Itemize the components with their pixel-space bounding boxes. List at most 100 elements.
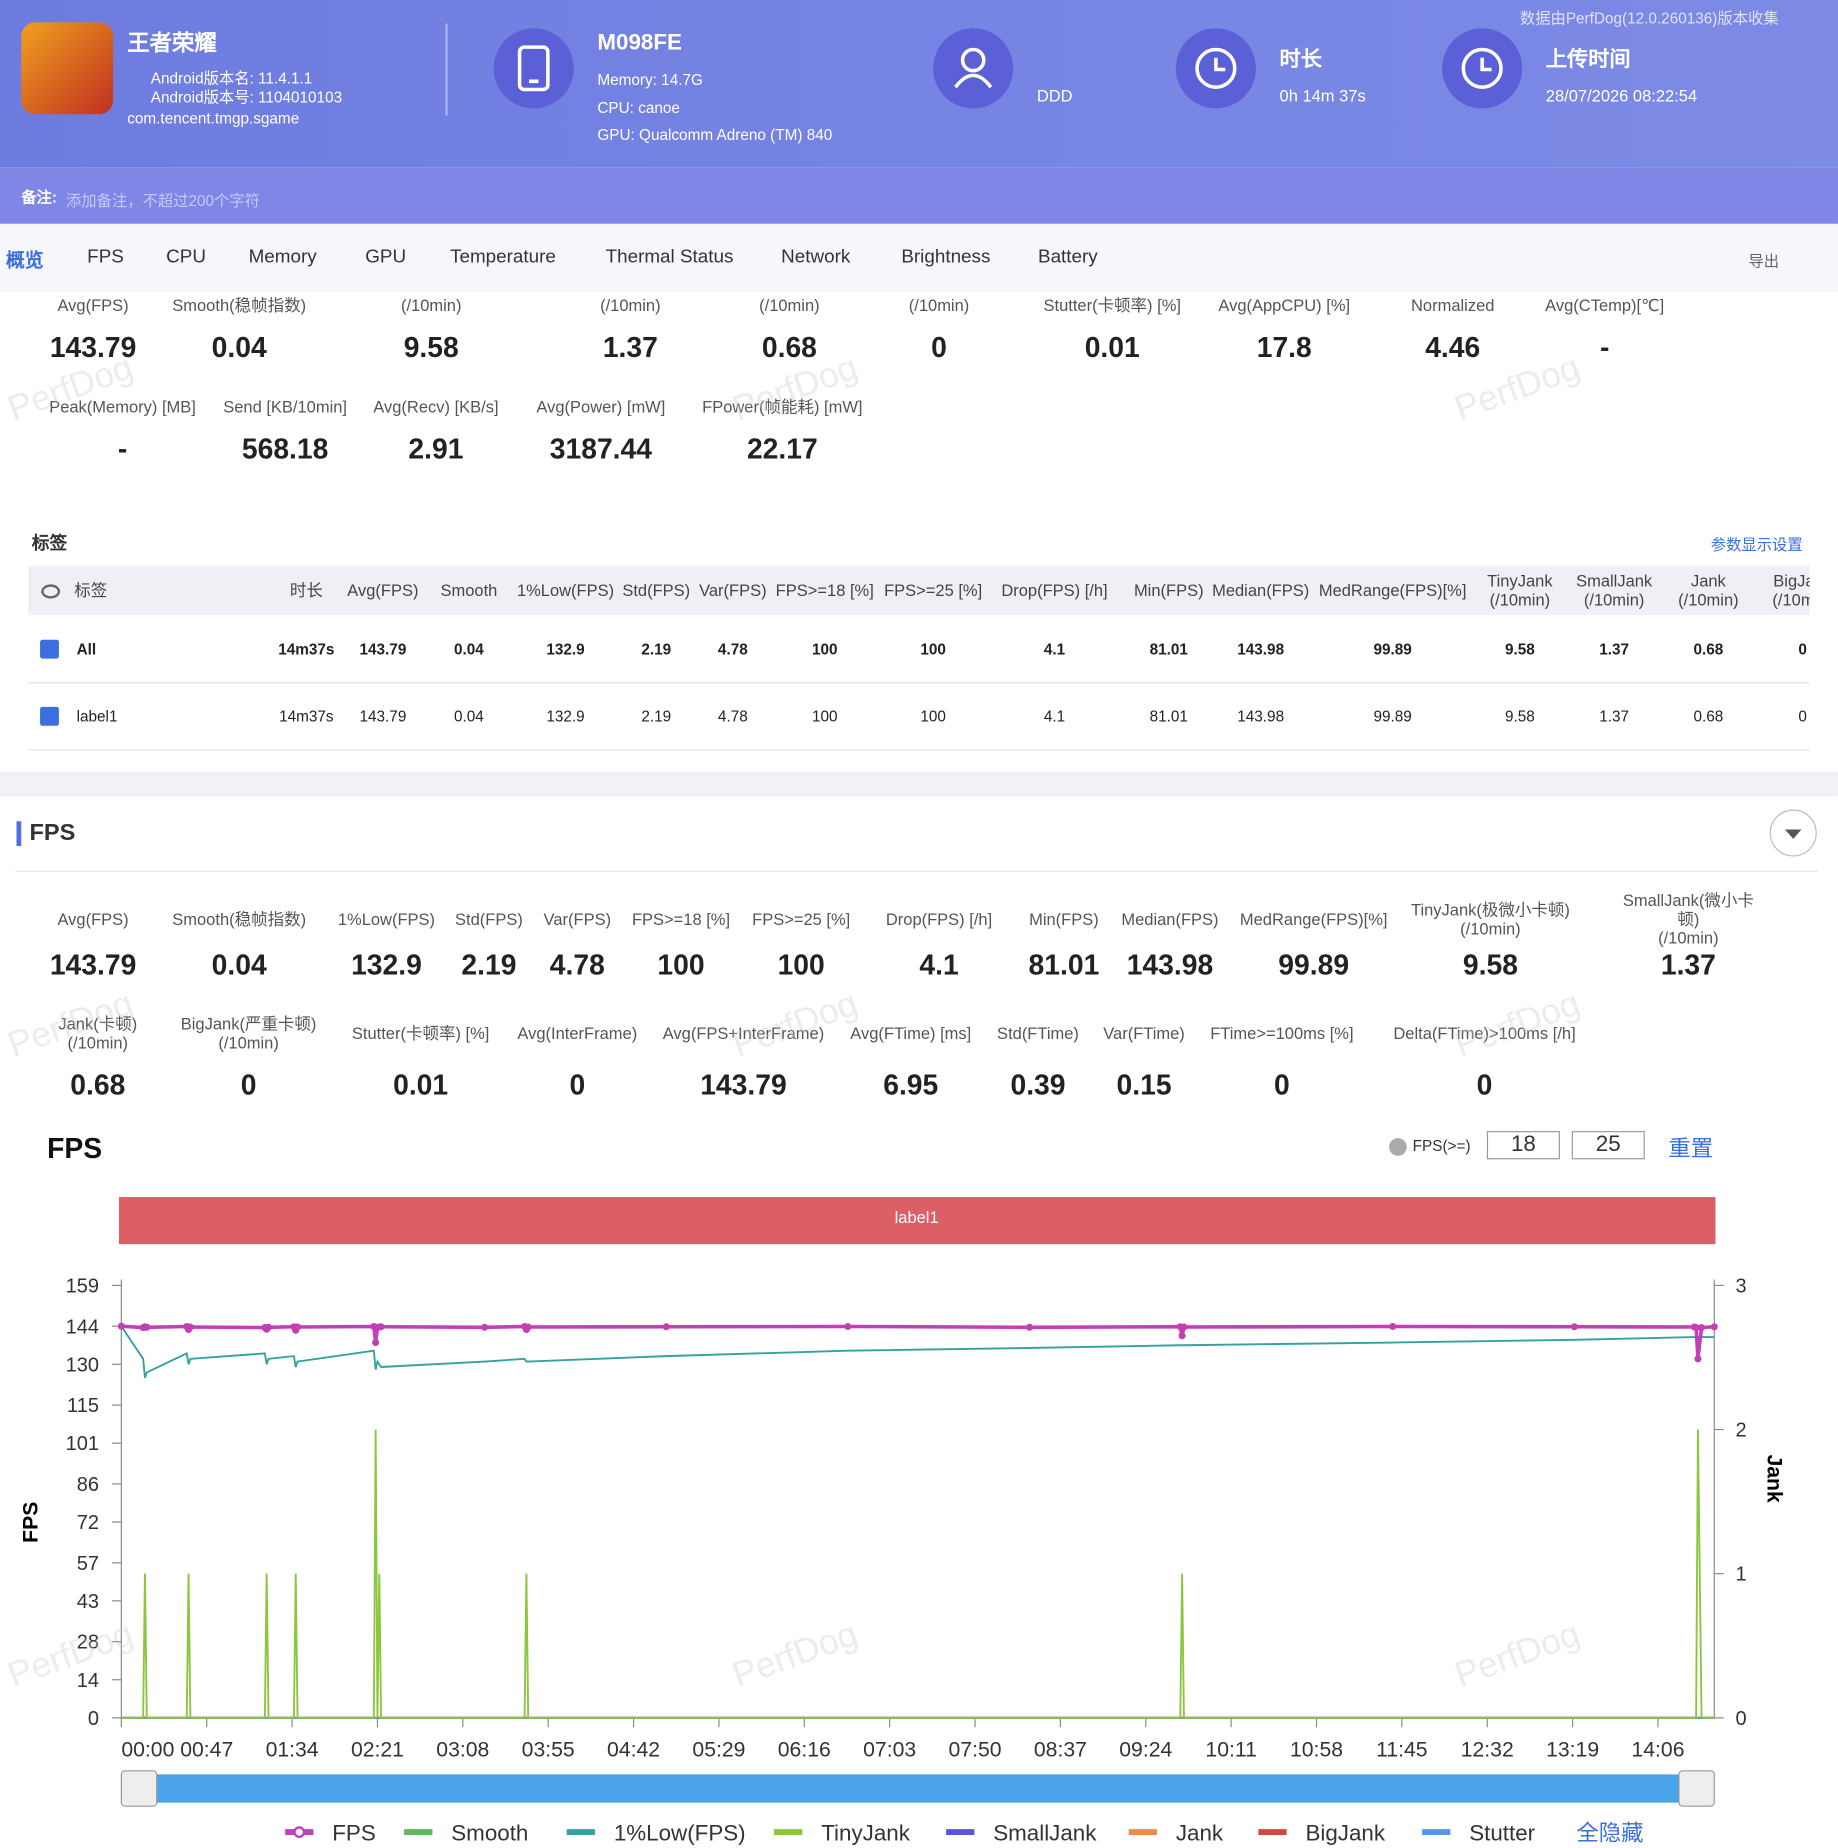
tab[interactable]: Battery — [1037, 247, 1098, 268]
legend-label[interactable]: FPS — [332, 1820, 376, 1845]
tab[interactable]: 概览 — [5, 250, 44, 271]
legend-label[interactable]: TinyJank — [821, 1820, 911, 1845]
stat-label: (/10min) — [600, 295, 661, 315]
x-tick-label: 10:58 — [1290, 1739, 1343, 1762]
range-slider[interactable] — [121, 1774, 1715, 1803]
row-divider — [28, 682, 1810, 684]
watermark: PerfDog — [2, 984, 139, 1065]
stat-label: Avg(AppCPU) [%] — [1218, 295, 1351, 315]
stat-label: FPS>=25 [%] — [752, 909, 851, 929]
cell: 143.79 — [359, 707, 407, 726]
stat-value: 22.17 — [746, 433, 818, 466]
cpu: CPU: canoe — [597, 98, 680, 117]
help-icon[interactable] — [1389, 1138, 1407, 1156]
y-tick-label: 14 — [77, 1670, 99, 1692]
threshold-input[interactable]: 18 — [1486, 1131, 1560, 1160]
eye-icon[interactable] — [41, 584, 61, 599]
legend-label[interactable]: Smooth — [451, 1820, 528, 1845]
export[interactable]: 导出 — [1748, 252, 1780, 270]
icon — [1784, 829, 1802, 839]
note-input[interactable]: 添加备注，不超过200个字符 — [65, 192, 261, 210]
x-tick-label: 01:34 — [266, 1739, 319, 1762]
stat-value: 132.9 — [351, 949, 422, 982]
stat-label: Stutter(卡顿率) [%] — [1043, 295, 1181, 315]
y-tick-label: 115 — [67, 1395, 99, 1417]
stat-label: MedRange(FPS)[%] — [1239, 909, 1388, 929]
cell: 99.89 — [1373, 707, 1412, 726]
point — [481, 1323, 489, 1331]
icon — [517, 45, 550, 92]
tab[interactable]: GPU — [365, 247, 407, 268]
stat-value: 3187.44 — [549, 433, 652, 466]
tab[interactable]: Memory — [248, 247, 317, 268]
slider-handle[interactable] — [1678, 1770, 1715, 1807]
stat-value: 0.04 — [211, 949, 267, 982]
stat-label: Var(FPS) — [543, 909, 612, 929]
tab[interactable]: Brightness — [901, 247, 991, 268]
reset-button[interactable]: 重置 — [1668, 1136, 1714, 1162]
cell: 0 — [1798, 640, 1807, 659]
stat-value: 4.46 — [1425, 332, 1481, 365]
stat-label: FPower(帧能耗) [mW] — [702, 397, 863, 416]
stat-value: 9.58 — [403, 332, 459, 365]
tab[interactable]: CPU — [166, 247, 206, 268]
legend-label[interactable]: Stutter — [1469, 1820, 1535, 1845]
tab[interactable]: FPS — [87, 247, 124, 268]
stat-label: Avg(FPS) — [57, 295, 129, 315]
threshold-input[interactable]: 25 — [1571, 1131, 1645, 1160]
checkbox[interactable] — [40, 639, 59, 659]
y2-tick-label: 2 — [1735, 1420, 1746, 1442]
x-tick-label: 02:21 — [351, 1739, 404, 1762]
stat-value: 4.1 — [919, 949, 959, 982]
cell: 132.9 — [546, 707, 585, 726]
stat-label: Drop(FPS) [/h] — [885, 909, 993, 929]
section-title: FPS — [29, 820, 76, 846]
stat-label: Avg(InterFrame) — [517, 1023, 638, 1043]
tab[interactable]: Network — [781, 247, 851, 268]
stat-label: BigJank(严重卡顿) (/10min) — [180, 1014, 317, 1053]
stat-label: Smooth(稳帧指数) — [172, 909, 307, 929]
cell: 143.98 — [1237, 640, 1285, 659]
column-header: Std(FPS) — [622, 580, 691, 600]
stat-label: Send [KB/10min] — [223, 397, 348, 416]
tags-table: 标签 时长 Avg(FPS) Smooth 1%Low(FPS) Std(FPS) Var(… — [28, 565, 1810, 755]
stat-value: - — [117, 433, 128, 466]
x-tick-label: 06:16 — [778, 1739, 831, 1762]
stat-label: Avg(FPS) — [57, 909, 129, 929]
clock-icon — [1175, 28, 1256, 109]
slider-handle[interactable] — [120, 1770, 158, 1807]
tags-settings[interactable]: 参数显示设置 — [1710, 536, 1803, 554]
cell: 2.19 — [641, 707, 672, 726]
stat-value: 1.37 — [1660, 949, 1716, 982]
label-band — [118, 1197, 1716, 1245]
column-header: Min(FPS) — [1133, 580, 1204, 600]
collapse-button[interactable] — [1769, 809, 1817, 857]
legend-label[interactable]: Jank — [1176, 1820, 1224, 1845]
stat-label: (/10min) — [759, 295, 820, 315]
legend-label[interactable]: 1%Low(FPS) — [614, 1820, 746, 1845]
tab[interactable]: Thermal Status — [605, 247, 734, 268]
legend-label[interactable]: SmallJank — [993, 1820, 1097, 1845]
stat-value: 0.01 — [1084, 332, 1140, 365]
tab[interactable]: Temperature — [450, 247, 556, 268]
checkbox[interactable] — [40, 706, 59, 726]
hide-all[interactable]: 全隐藏 — [1576, 1820, 1643, 1845]
x-tick-label: 14:06 — [1631, 1739, 1684, 1762]
y-tick-label: 28 — [77, 1632, 99, 1654]
point — [117, 1322, 125, 1330]
column-header: Median(FPS) — [1212, 580, 1310, 600]
watermark: PerfDog — [1449, 984, 1585, 1065]
column-header: FPS>=18 [%] — [775, 580, 874, 600]
divider — [445, 23, 448, 116]
stat-value: 143.79 — [49, 949, 137, 982]
y-tick-label: 72 — [77, 1512, 99, 1534]
stat-label: Normalized — [1411, 295, 1495, 315]
table-header — [28, 565, 1810, 616]
cell: label1 — [76, 707, 118, 726]
cell: 1.37 — [1599, 707, 1630, 726]
column-header: TinyJank (/10min) — [1487, 571, 1553, 610]
cell: 143.79 — [359, 640, 407, 659]
duration: 0h 14m 37s — [1279, 86, 1366, 105]
legend-label[interactable]: BigJank — [1305, 1820, 1385, 1845]
